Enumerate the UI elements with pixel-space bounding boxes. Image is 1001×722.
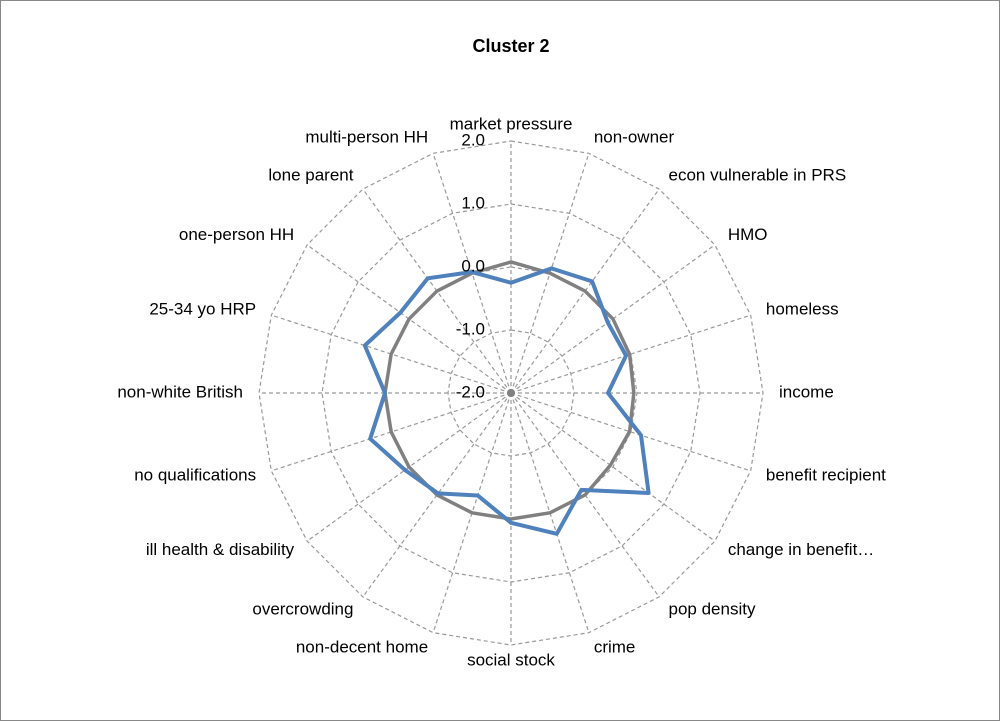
category-label: 25-34 yo HRP	[149, 300, 256, 319]
spoke	[362, 392, 512, 598]
r-tick-label: -1.0	[456, 319, 485, 338]
category-label: homeless	[766, 300, 839, 319]
category-label: no qualifications	[134, 465, 256, 484]
category-label: market pressure	[450, 114, 573, 133]
category-label: pop density	[669, 599, 756, 618]
grid-ring	[258, 140, 764, 646]
category-label: econ vulnerable in PRS	[669, 166, 847, 185]
r-tick-label: 0.0	[461, 256, 485, 275]
r-tick-label: 1.0	[461, 193, 485, 212]
center	[507, 389, 515, 397]
category-label: one-person HH	[179, 225, 294, 244]
category-label: crime	[594, 637, 636, 656]
spoke	[510, 392, 716, 542]
r-tick-label: 2.0	[461, 130, 485, 149]
category-label: ill health & disability	[146, 540, 295, 559]
spoke	[510, 392, 660, 598]
chart-title: Cluster 2	[472, 36, 549, 56]
category-label: social stock	[467, 650, 555, 669]
category-label: multi-person HH	[305, 128, 428, 147]
category-label: lone parent	[268, 166, 353, 185]
category-label: income	[779, 382, 834, 401]
category-label: non-white British	[117, 382, 243, 401]
series-line	[383, 260, 636, 521]
category-label: non-decent home	[296, 637, 428, 656]
category-label: HMO	[728, 225, 768, 244]
category-label: benefit recipient	[766, 465, 886, 484]
series-line	[362, 266, 651, 536]
category-label: change in benefit…	[728, 540, 875, 559]
category-label: overcrowding	[252, 599, 353, 618]
category-label: non-owner	[594, 128, 675, 147]
r-tick-label: -2.0	[456, 382, 485, 401]
spoke	[510, 244, 716, 394]
